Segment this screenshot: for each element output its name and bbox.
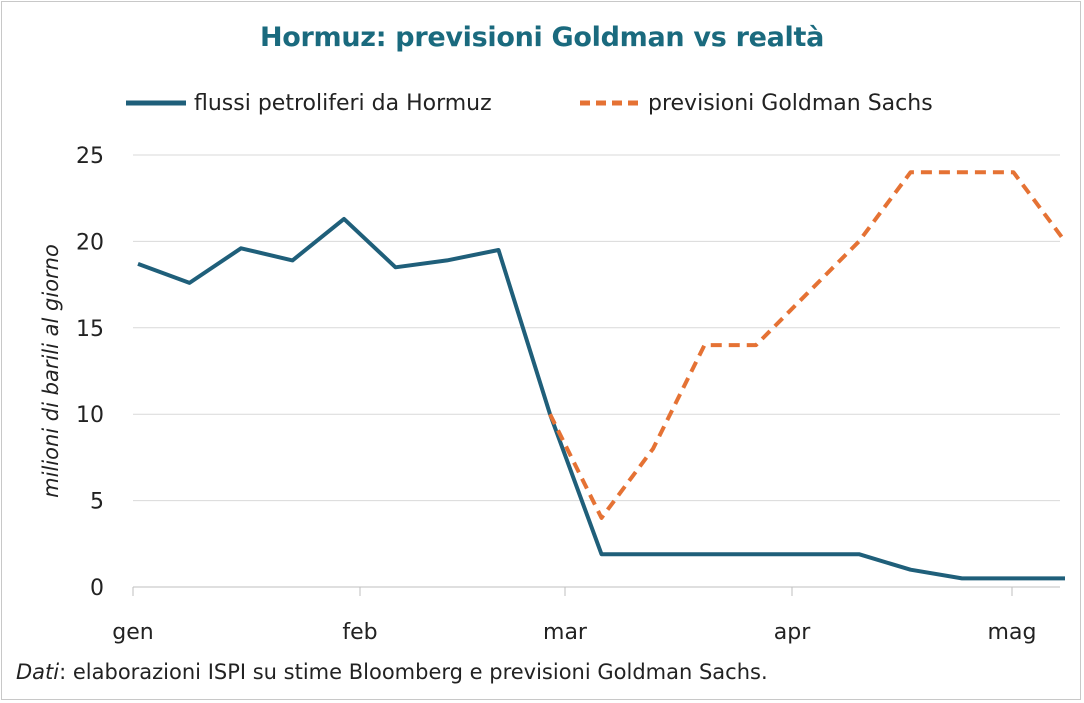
y-axis-label: milioni di barili al giorno (39, 244, 63, 498)
y-tick-label: 10 (76, 403, 104, 428)
y-tick-label: 25 (76, 144, 104, 169)
source-note: Dati: elaborazioni ISPI su stime Bloombe… (16, 660, 768, 684)
series-lines (137, 170, 1067, 581)
y-tick-label: 20 (76, 230, 104, 255)
legend-swatch-previsioni (580, 100, 640, 106)
x-tick-labels: gen feb mar apr mag (112, 620, 1036, 645)
series-line-0 (137, 216, 1065, 581)
source-prefix: Dati (16, 660, 60, 684)
y-tick-label: 0 (90, 576, 104, 601)
legend-item-previsioni: previsioni Goldman Sachs (580, 86, 933, 120)
legend-item-flussi: flussi petroliferi da Hormuz (126, 86, 492, 120)
chart-title: Hormuz: previsioni Goldman vs realtà (259, 22, 825, 53)
source-text: : elaborazioni ISPI su stime Bloomberg e… (59, 660, 768, 684)
x-tick-label: gen (112, 620, 153, 645)
x-tick-label: mag (988, 620, 1037, 645)
x-tick-label: feb (342, 620, 377, 645)
gridlines (132, 154, 1060, 596)
y-tick-label: 15 (76, 317, 104, 342)
series-line-1 (548, 170, 1067, 520)
x-tick-label: apr (774, 620, 811, 645)
legend-label-previsioni: previsioni Goldman Sachs (648, 90, 933, 116)
legend-swatch-flussi (126, 100, 186, 106)
x-tick-label: mar (543, 620, 588, 645)
legend-label-flussi: flussi petroliferi da Hormuz (194, 90, 492, 116)
y-tick-label: 5 (90, 490, 104, 515)
y-tick-labels: 0 5 10 15 20 25 (76, 144, 104, 601)
